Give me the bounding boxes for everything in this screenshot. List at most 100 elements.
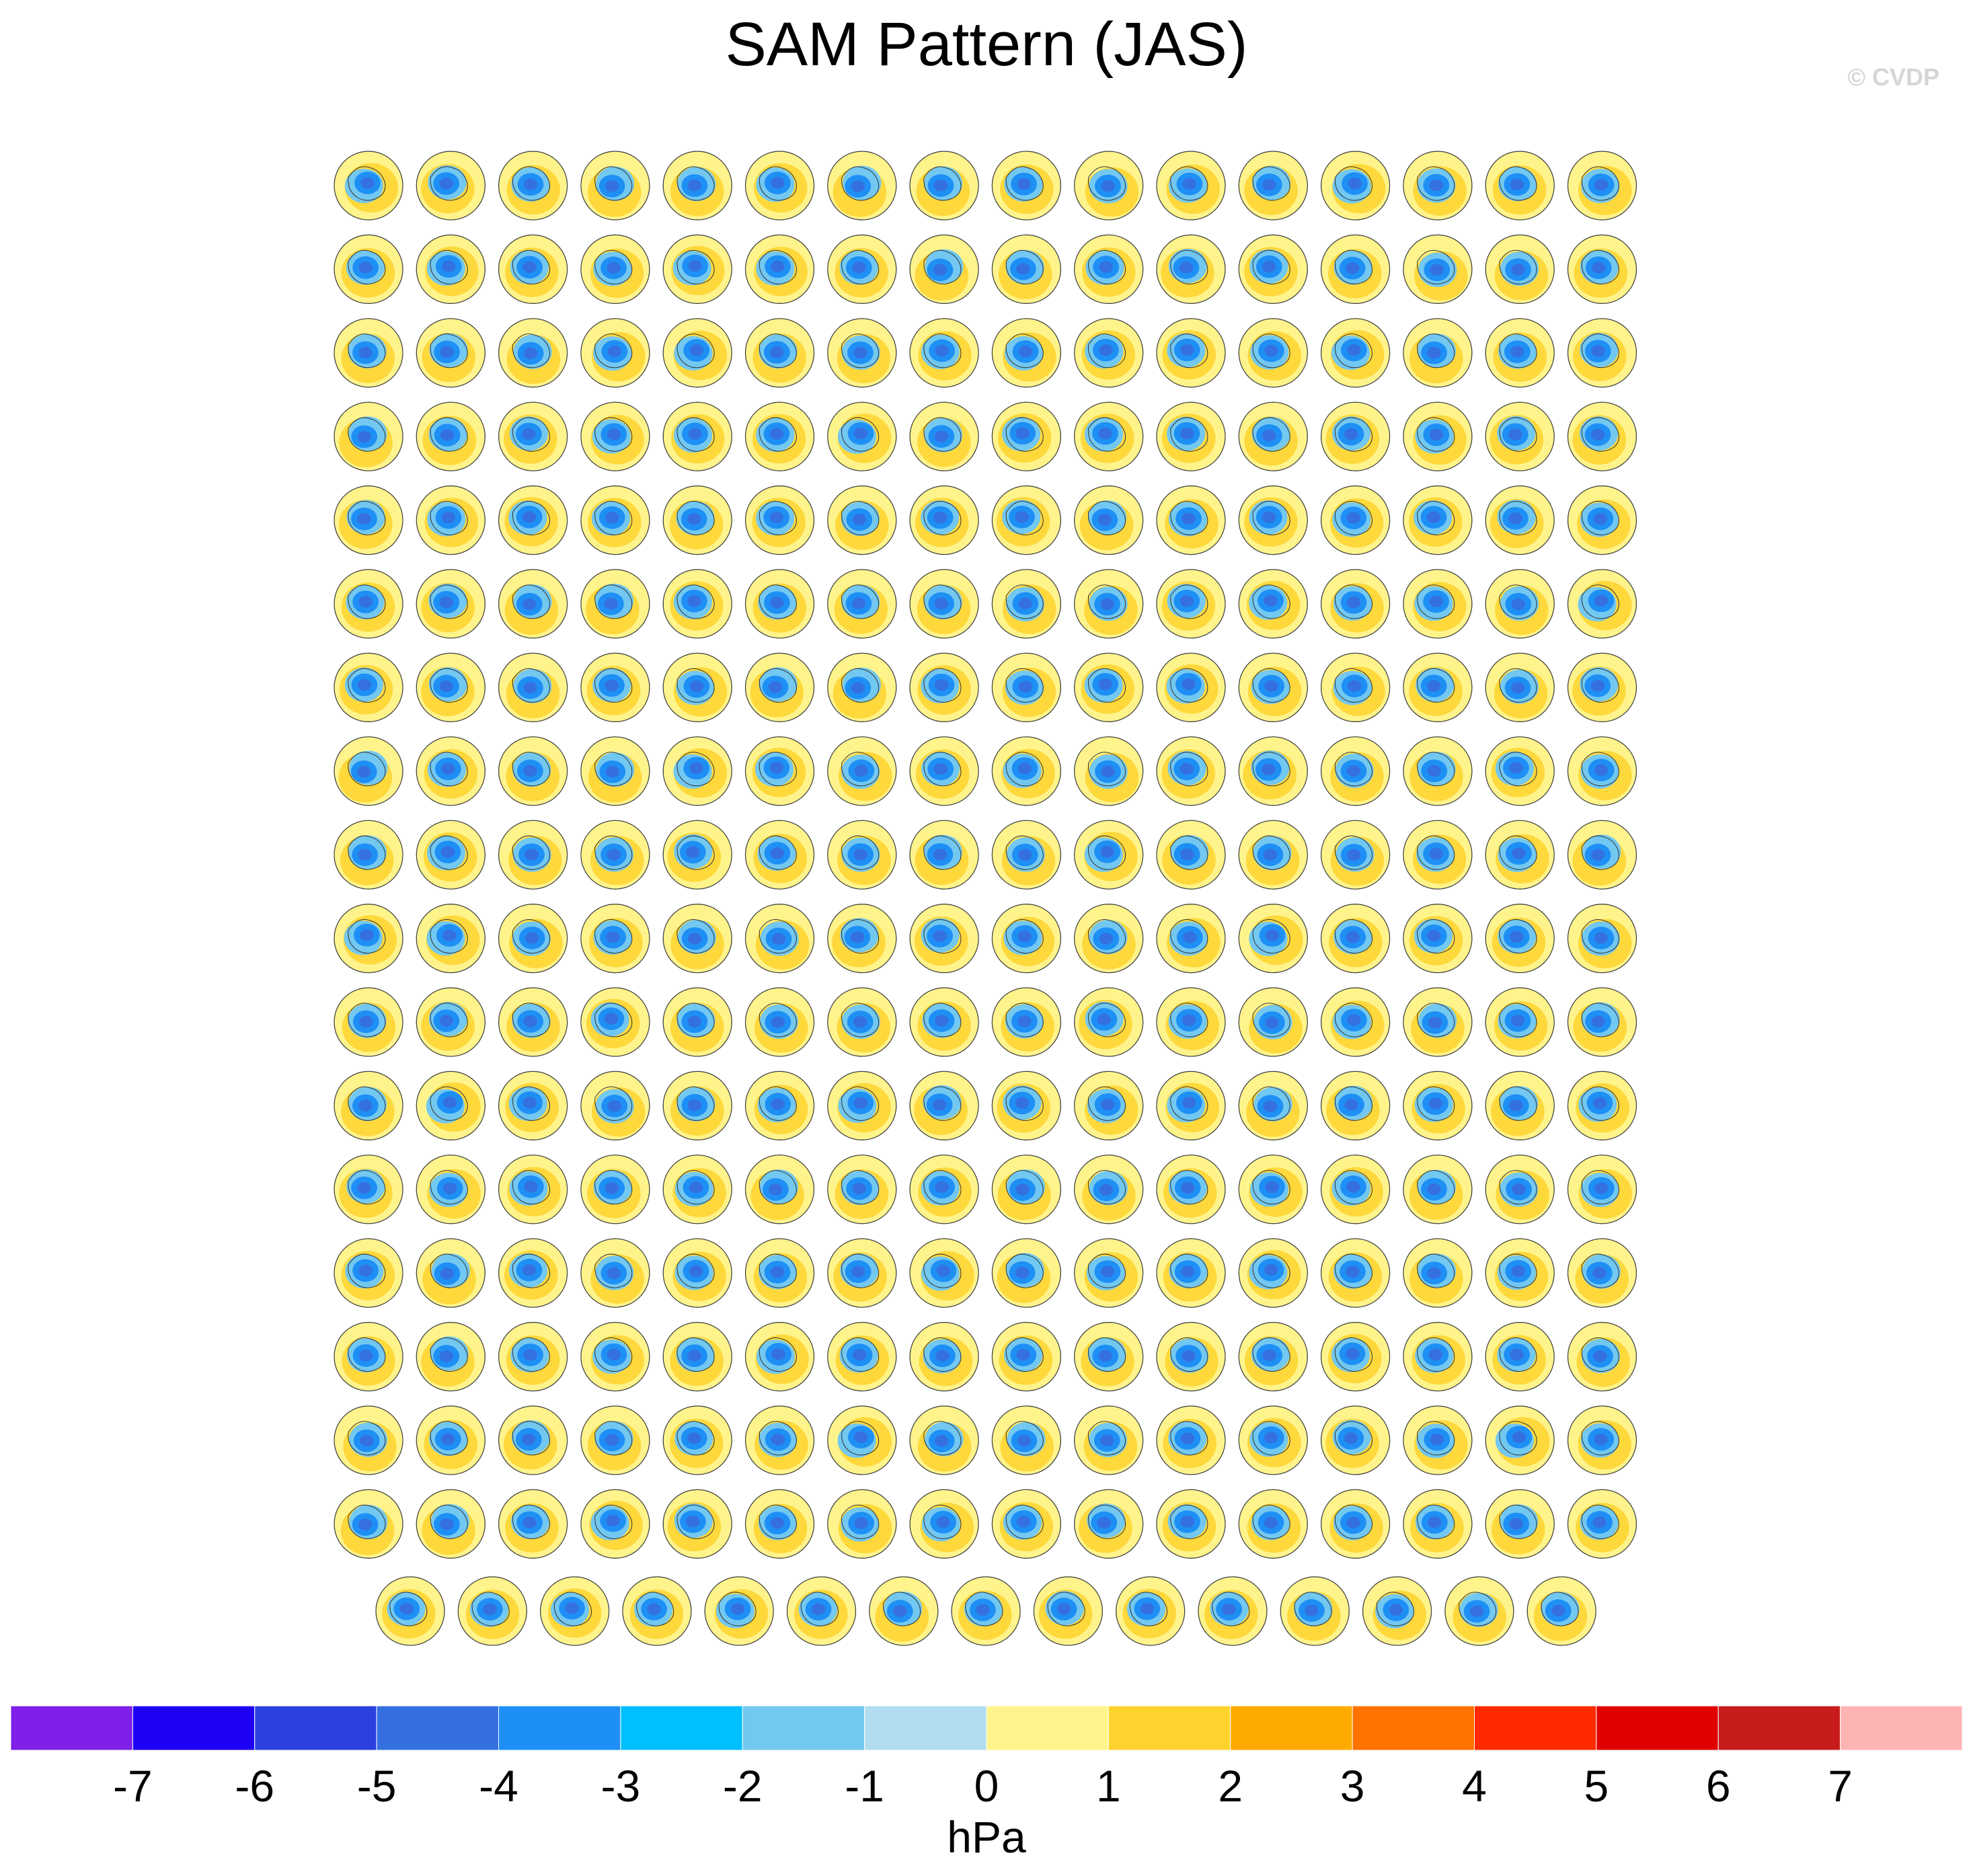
negative-anomaly-center [605, 679, 619, 692]
map-border [1238, 234, 1308, 304]
sam-map-panel [498, 1070, 568, 1141]
sam-map-panel [909, 1070, 979, 1141]
sam-map-panel [991, 987, 1062, 1057]
sam-map-panel [827, 151, 897, 221]
sam-map-panel [334, 1070, 403, 1141]
negative-anomaly-center [769, 511, 783, 524]
map-border [991, 820, 1062, 890]
sam-map-panel [1403, 569, 1473, 639]
antarctica-outline [923, 500, 962, 536]
map-border [1156, 903, 1226, 974]
negative-anomaly-center [523, 178, 538, 190]
antarctica-outline [594, 249, 633, 284]
sam-map-panel [334, 234, 403, 304]
antarctica-outline [923, 668, 962, 703]
map-border [416, 234, 486, 304]
sam-map-panel [909, 736, 979, 806]
negative-anomaly-center [1512, 847, 1526, 859]
antarctica-outline [1170, 919, 1208, 954]
negative-anomaly-center [605, 180, 619, 192]
sam-map-panel [334, 903, 403, 974]
antarctica-outline [1581, 249, 1619, 284]
antarctica-outline [1581, 334, 1619, 368]
antarctica-outline [348, 334, 386, 368]
negative-anomaly-center [771, 933, 786, 945]
sam-map-panel [1238, 234, 1308, 304]
antarctica-outline [430, 249, 468, 284]
sam-map-panel [580, 987, 650, 1057]
map-border [1074, 318, 1144, 388]
negative-anomaly-center [1346, 931, 1360, 943]
sam-map-panel [744, 1070, 815, 1141]
negative-anomaly-center [1594, 179, 1609, 191]
antarctica-outline [348, 166, 386, 201]
map-border [909, 903, 979, 974]
map-border [1403, 820, 1473, 890]
colorbar-tick-label: -6 [235, 1761, 274, 1811]
map-border [498, 485, 568, 555]
map-border [580, 151, 650, 221]
negative-anomaly-center [440, 846, 455, 858]
sam-map-panel [580, 903, 650, 974]
sam-map-panel [744, 485, 815, 555]
map-border [1567, 569, 1637, 639]
negative-anomaly-center [359, 1015, 373, 1028]
negative-anomaly-center [1179, 848, 1194, 861]
map-border [1320, 987, 1391, 1057]
negative-anomaly-center [1015, 427, 1030, 439]
negative-anomaly-center [769, 428, 784, 440]
negative-anomaly-center [853, 1016, 867, 1028]
antarctica-outline [594, 1086, 633, 1121]
negative-anomaly-center [1591, 345, 1605, 357]
antarctica-outline [676, 835, 715, 870]
antarctica-outline [759, 334, 797, 368]
antarctica-outline [759, 1003, 797, 1038]
map-border [909, 234, 979, 304]
antarctica-outline [1499, 166, 1537, 201]
antarctica-outline [1087, 1003, 1126, 1038]
map-border [1567, 318, 1637, 388]
sam-map-panel [1567, 485, 1637, 555]
antarctica-outline [676, 417, 715, 452]
negative-anomaly-center [1101, 765, 1115, 778]
sam-map-panel [1320, 903, 1391, 974]
sam-map-panel [1074, 736, 1144, 806]
antarctica-outline [1334, 835, 1372, 870]
sam-map-panel [744, 234, 815, 304]
negative-anomaly-center [525, 849, 539, 861]
map-border [1238, 569, 1308, 639]
map-border [744, 569, 815, 639]
map-border [1403, 569, 1473, 639]
antarctica-outline [1252, 334, 1290, 368]
negative-anomaly-center [1429, 179, 1443, 192]
negative-anomaly-center [1183, 931, 1197, 943]
antarctica-outline [841, 668, 880, 703]
negative-anomaly-center [771, 1098, 785, 1110]
map-border [991, 401, 1062, 471]
map-border [1485, 736, 1555, 806]
antarctica-outline [1417, 1003, 1455, 1038]
map-border [580, 318, 650, 388]
antarctica-outline [841, 1003, 880, 1038]
antarctica-outline [1581, 417, 1619, 452]
map-border [334, 652, 403, 723]
sam-map-panel [662, 234, 732, 304]
negative-anomaly-center [688, 428, 702, 440]
antarctica-outline [1005, 668, 1044, 703]
negative-anomaly-center [1262, 430, 1276, 442]
antarctica-outline [1417, 417, 1455, 452]
colorbar-bin [1352, 1705, 1475, 1751]
sam-map-panel [991, 1070, 1062, 1141]
colorbar-tick-label: 5 [1584, 1761, 1609, 1811]
antarctica-outline [1581, 166, 1619, 201]
antarctica-outline [430, 500, 468, 536]
map-border [1485, 318, 1555, 388]
negative-anomaly-center [522, 511, 537, 523]
map-border [991, 903, 1062, 974]
map-border [1156, 318, 1226, 388]
antarctica-outline [1170, 752, 1208, 787]
negative-anomaly-center [1511, 598, 1525, 611]
antarctica-outline [1087, 1086, 1126, 1121]
sam-map-panel [744, 652, 815, 723]
negative-anomaly-center [1590, 428, 1605, 441]
